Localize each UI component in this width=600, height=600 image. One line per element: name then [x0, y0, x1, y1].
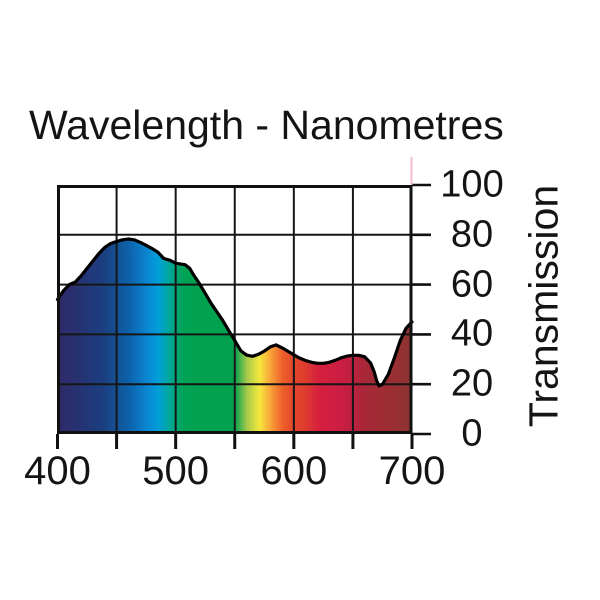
chart-title: Wavelength - Nanometres	[29, 102, 504, 148]
plot-border	[57, 185, 413, 434]
spectral-area	[57, 239, 412, 434]
y-axis-title: Transmission	[520, 184, 567, 428]
transmission-curve	[55, 237, 414, 388]
